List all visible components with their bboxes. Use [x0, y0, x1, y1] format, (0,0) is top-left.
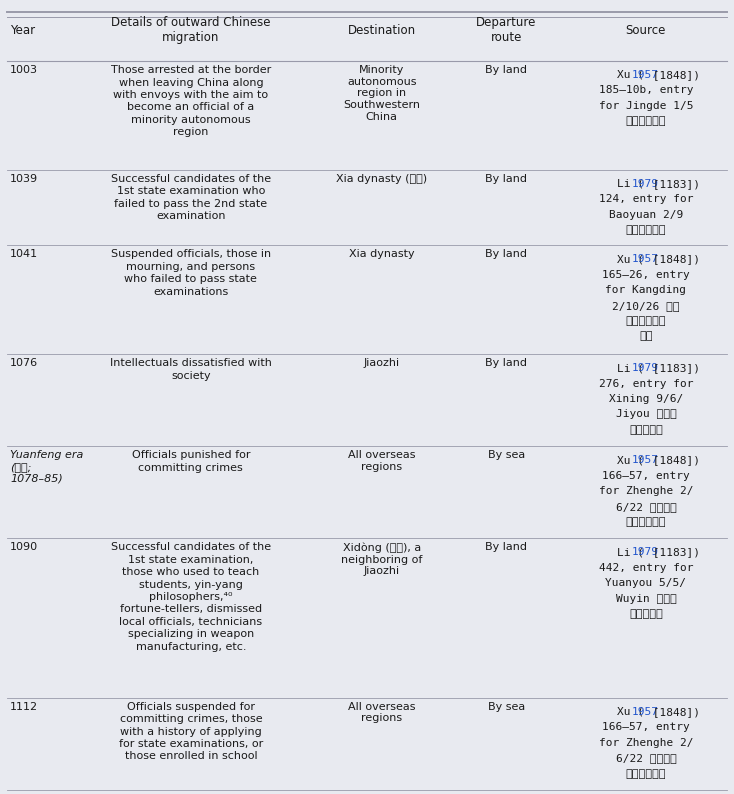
Text: Xia dynasty (大夏): Xia dynasty (大夏) [336, 174, 427, 184]
Text: [1848]): [1848]) [646, 707, 700, 717]
Text: Suspended officials, those in
mourning, and persons
who failed to pass state
exa: Suspended officials, those in mourning, … [111, 249, 271, 296]
Text: 1957: 1957 [631, 70, 658, 80]
Text: Source: Source [625, 24, 666, 37]
Text: 1957: 1957 [631, 707, 658, 717]
Text: [1848]): [1848]) [646, 70, 700, 80]
Text: By land: By land [485, 358, 528, 368]
Text: 185–10b, entry: 185–10b, entry [599, 86, 693, 95]
Text: Yuanfeng era
(元豐;
1078–85): Yuanfeng era (元豐; 1078–85) [10, 450, 84, 484]
Text: 2/10/26 康定: 2/10/26 康定 [612, 301, 680, 310]
Text: Xu (: Xu ( [617, 254, 644, 264]
Text: 276, entry for: 276, entry for [599, 379, 693, 388]
Text: Li (: Li ( [617, 547, 644, 557]
Text: for Zhenghe 2/: for Zhenghe 2/ [599, 738, 693, 748]
Text: 166–57, entry: 166–57, entry [602, 723, 690, 732]
Text: 六月二十二日: 六月二十二日 [625, 769, 666, 779]
Text: [1183]): [1183]) [646, 179, 700, 189]
Text: Details of outward Chinese
migration: Details of outward Chinese migration [111, 16, 271, 44]
Text: All overseas
regions: All overseas regions [348, 702, 415, 723]
Text: Destination: Destination [348, 24, 415, 37]
Text: By land: By land [485, 65, 528, 75]
Text: 1003: 1003 [10, 65, 38, 75]
Text: Xu (: Xu ( [617, 455, 644, 465]
Text: Jiyou 熊宁九: Jiyou 熊宁九 [616, 410, 676, 419]
Text: 1979: 1979 [631, 179, 658, 189]
Text: Minority
autonomous
region in
Southwestern
China: Minority autonomous region in Southweste… [344, 65, 420, 121]
Text: 1112: 1112 [10, 702, 38, 712]
Text: All overseas
regions: All overseas regions [348, 450, 415, 472]
Text: Departure
route: Departure route [476, 16, 537, 44]
Text: 寶元二年九月: 寶元二年九月 [625, 225, 666, 235]
Text: Intellectuals dissatisfied with
society: Intellectuals dissatisfied with society [110, 358, 272, 380]
Text: 6/22 政和二年: 6/22 政和二年 [616, 502, 676, 511]
Text: 6/22 政和二年: 6/22 政和二年 [616, 754, 676, 763]
Text: 年六月己酉: 年六月己酉 [629, 425, 663, 435]
Text: Baoyuan 2/9: Baoyuan 2/9 [608, 210, 683, 220]
Text: 年五月戊寅: 年五月戊寅 [629, 609, 663, 619]
Text: 124, entry for: 124, entry for [599, 195, 693, 204]
Text: Li (: Li ( [617, 179, 644, 189]
Text: 1090: 1090 [10, 542, 38, 553]
Text: 1957: 1957 [631, 254, 658, 264]
Text: Xu (: Xu ( [617, 70, 644, 80]
Text: Xu (: Xu ( [617, 707, 644, 717]
Text: 165–26, entry: 165–26, entry [602, 270, 690, 279]
Text: By land: By land [485, 542, 528, 553]
Text: [1848]): [1848]) [646, 455, 700, 465]
Text: 1039: 1039 [10, 174, 38, 184]
Text: Those arrested at the border
when leaving China along
with envoys with the aim t: Those arrested at the border when leavin… [111, 65, 271, 137]
Text: 1979: 1979 [631, 547, 658, 557]
Text: Yuanyou 5/5/: Yuanyou 5/5/ [606, 578, 686, 588]
Text: [1183]): [1183]) [646, 547, 700, 557]
Text: 1076: 1076 [10, 358, 38, 368]
Text: for Kangding: for Kangding [606, 285, 686, 295]
Text: By land: By land [485, 174, 528, 184]
Text: 二年十月二十: 二年十月二十 [625, 316, 666, 326]
Text: Xining 9/6/: Xining 9/6/ [608, 394, 683, 404]
Text: 六月二十二日: 六月二十二日 [625, 517, 666, 527]
Text: 1957: 1957 [631, 455, 658, 465]
Text: 六日: 六日 [639, 332, 653, 341]
Text: Successful candidates of the
1st state examination,
those who used to teach
stud: Successful candidates of the 1st state e… [111, 542, 271, 652]
Text: 166–57, entry: 166–57, entry [602, 471, 690, 480]
Text: Li (: Li ( [617, 363, 644, 373]
Text: Year: Year [10, 24, 35, 37]
Text: 442, entry for: 442, entry for [599, 563, 693, 572]
Text: By land: By land [485, 249, 528, 260]
Text: Xidòng (溪洞), a
neighboring of
Jiaozhi: Xidòng (溪洞), a neighboring of Jiaozhi [341, 542, 422, 576]
Text: 1979: 1979 [631, 363, 658, 373]
Text: 景德元年五月: 景德元年五月 [625, 117, 666, 126]
Text: Wuyin 元祐五: Wuyin 元祐五 [616, 594, 676, 603]
Text: [1183]): [1183]) [646, 363, 700, 373]
Text: [1848]): [1848]) [646, 254, 700, 264]
Text: 1041: 1041 [10, 249, 38, 260]
Text: Officials suspended for
committing crimes, those
with a history of applying
for : Officials suspended for committing crime… [119, 702, 263, 761]
Text: By sea: By sea [488, 450, 525, 461]
Text: Officials punished for
committing crimes: Officials punished for committing crimes [131, 450, 250, 472]
Text: Jiaozhi: Jiaozhi [363, 358, 400, 368]
Text: for Jingde 1/5: for Jingde 1/5 [599, 101, 693, 111]
Text: Xia dynasty: Xia dynasty [349, 249, 415, 260]
Text: By sea: By sea [488, 702, 525, 712]
Text: for Zhenghe 2/: for Zhenghe 2/ [599, 486, 693, 496]
Text: Successful candidates of the
1st state examination who
failed to pass the 2nd st: Successful candidates of the 1st state e… [111, 174, 271, 222]
